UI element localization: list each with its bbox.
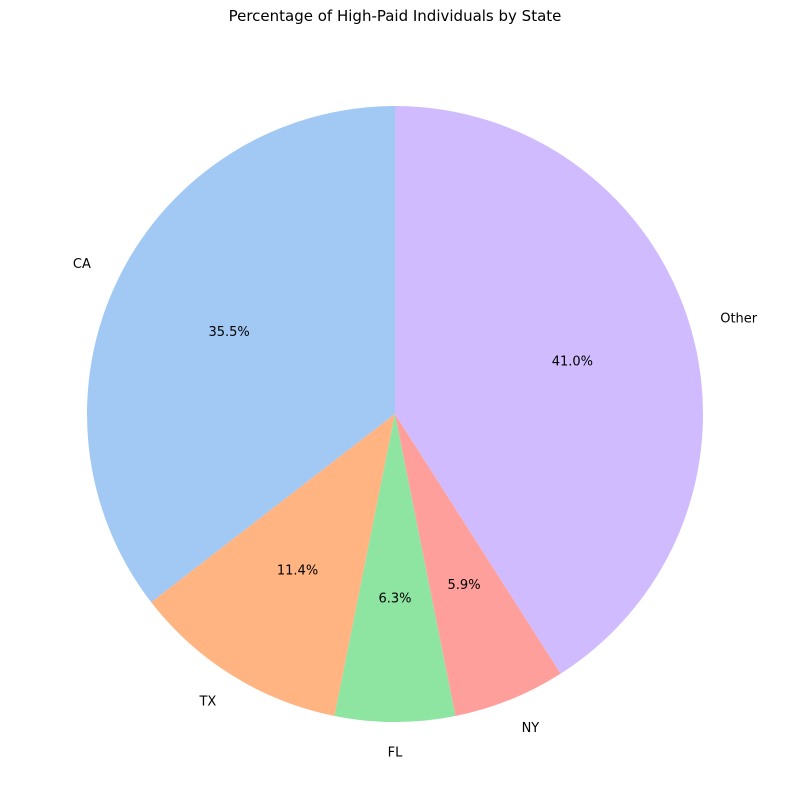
pie-slice-ca [87,106,396,603]
pct-label-ny: 5.9% [448,578,481,593]
slice-label-fl: FL [388,745,403,760]
pie-slice-other [395,106,703,674]
pie-slice-tx [151,414,395,716]
chart-title: Percentage of High-Paid Individuals by S… [228,7,562,25]
pct-label-ca: 35.5% [208,325,249,340]
pie-slice-fl [334,414,456,722]
pie-labels: CA 35.5% TX 11.4% FL 6.3% NY 5.9% Other 41.0% [73,257,758,760]
slice-label-other: Other [720,312,758,327]
pie-slice-ny [395,414,561,716]
slice-label-ca: CA [73,257,91,272]
pct-label-tx: 11.4% [277,564,318,579]
pct-label-fl: 6.3% [378,591,411,606]
slice-label-tx: TX [198,694,216,709]
pct-label-other: 41.0% [552,355,593,370]
slice-label-ny: NY [522,721,540,736]
pie-slices [87,106,703,722]
